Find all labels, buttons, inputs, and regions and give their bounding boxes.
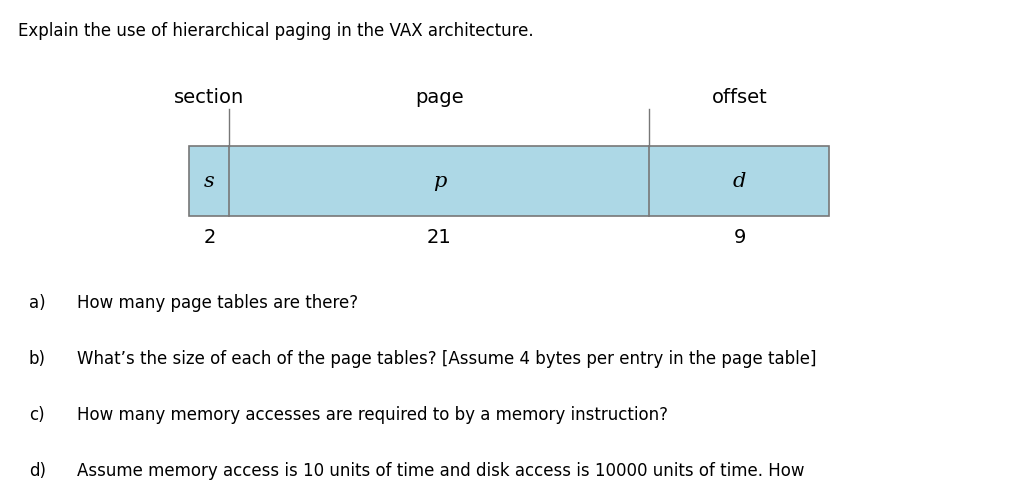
Text: 2: 2 — [203, 228, 216, 247]
Text: How many memory accesses are required to by a memory instruction?: How many memory accesses are required to… — [77, 406, 668, 424]
Text: Explain the use of hierarchical paging in the VAX architecture.: Explain the use of hierarchical paging i… — [18, 22, 535, 40]
Text: How many page tables are there?: How many page tables are there? — [77, 294, 358, 312]
Text: 21: 21 — [427, 228, 452, 247]
Text: p: p — [433, 172, 446, 191]
Text: b): b) — [29, 350, 46, 368]
Text: Assume memory access is 10 units of time and disk access is 10000 units of time.: Assume memory access is 10 units of time… — [77, 462, 821, 486]
Text: offset: offset — [712, 88, 767, 107]
Text: d: d — [733, 172, 746, 191]
Text: What’s the size of each of the page tables? [Assume 4 bytes per entry in the pag: What’s the size of each of the page tabl… — [77, 350, 816, 368]
Text: c): c) — [29, 406, 44, 424]
Bar — [189, 146, 829, 216]
Text: a): a) — [29, 294, 45, 312]
Text: 9: 9 — [733, 228, 745, 247]
Text: page: page — [415, 88, 464, 107]
Text: section: section — [174, 88, 245, 107]
Text: s: s — [204, 172, 215, 191]
Text: d): d) — [29, 462, 46, 480]
